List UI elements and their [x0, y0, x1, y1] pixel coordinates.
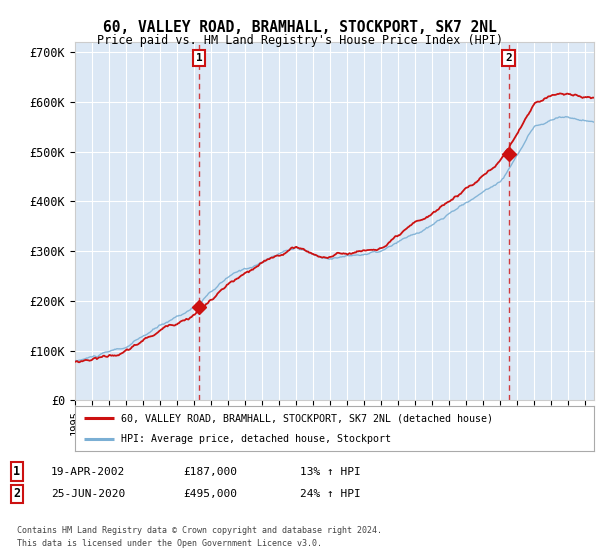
Text: 60, VALLEY ROAD, BRAMHALL, STOCKPORT, SK7 2NL: 60, VALLEY ROAD, BRAMHALL, STOCKPORT, SK…	[103, 20, 497, 35]
Text: HPI: Average price, detached house, Stockport: HPI: Average price, detached house, Stoc…	[121, 433, 391, 444]
Text: Price paid vs. HM Land Registry's House Price Index (HPI): Price paid vs. HM Land Registry's House …	[97, 34, 503, 46]
Text: This data is licensed under the Open Government Licence v3.0.: This data is licensed under the Open Gov…	[17, 539, 322, 548]
Text: 1: 1	[196, 53, 203, 63]
Text: 2: 2	[505, 53, 512, 63]
Text: £187,000: £187,000	[183, 466, 237, 477]
Text: Contains HM Land Registry data © Crown copyright and database right 2024.: Contains HM Land Registry data © Crown c…	[17, 526, 382, 535]
Text: £495,000: £495,000	[183, 489, 237, 499]
Text: 13% ↑ HPI: 13% ↑ HPI	[300, 466, 361, 477]
Text: 2: 2	[13, 487, 20, 501]
Text: 60, VALLEY ROAD, BRAMHALL, STOCKPORT, SK7 2NL (detached house): 60, VALLEY ROAD, BRAMHALL, STOCKPORT, SK…	[121, 413, 493, 423]
Text: 19-APR-2002: 19-APR-2002	[51, 466, 125, 477]
Text: 25-JUN-2020: 25-JUN-2020	[51, 489, 125, 499]
Text: 1: 1	[13, 465, 20, 478]
Text: 24% ↑ HPI: 24% ↑ HPI	[300, 489, 361, 499]
